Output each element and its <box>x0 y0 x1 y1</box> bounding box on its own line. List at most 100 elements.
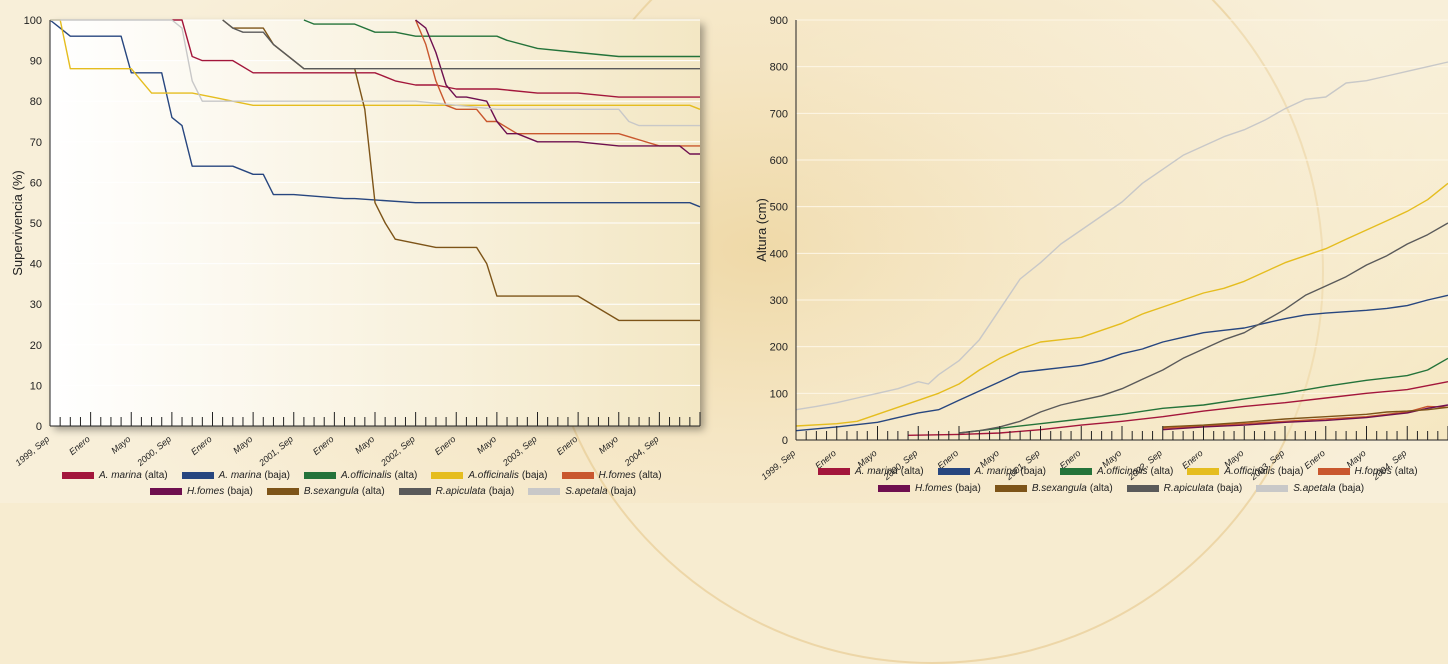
series-line-a-officinalis-alta <box>303 19 700 58</box>
y-tick-label: 50 <box>30 218 42 230</box>
legend-species-name: A.officinalis <box>1096 466 1148 477</box>
legend-swatch <box>303 472 336 479</box>
legend-species-name: R.apiculata <box>1163 483 1214 494</box>
x-tick-label: 1999, Sep <box>13 434 51 468</box>
legend-species-name: B.sexangula <box>303 486 359 497</box>
y-tick-label: 70 <box>30 137 42 149</box>
y-tick-label: 60 <box>30 177 42 189</box>
legend-qualifier: (alta) <box>361 486 385 497</box>
legend-qualifier: (baja) <box>1338 483 1365 494</box>
x-tick-label: Mayo <box>597 434 620 456</box>
y-tick-label: 80 <box>30 96 42 108</box>
y-tick-label: 700 <box>770 108 788 120</box>
legend-swatch <box>62 472 94 479</box>
legend-qualifier: (baja) <box>955 483 981 494</box>
legend-item: A.officinalis (alta) <box>303 470 418 481</box>
y-tick-label: 30 <box>30 299 42 311</box>
legend-species-name: H.fomes <box>915 483 953 494</box>
legend-swatch <box>150 488 182 495</box>
x-tick-label: Mayo <box>475 434 498 456</box>
legend-item: H.fomes (baja) <box>150 486 253 497</box>
y-tick-label: 500 <box>770 202 788 214</box>
legend-left-row1: A. marina (alta) A. marina (baja) A.officina… <box>62 470 676 481</box>
legend-qualifier: (alta) <box>1394 466 1418 477</box>
y-tick-label: 400 <box>770 248 788 260</box>
legend-swatch <box>398 488 431 495</box>
legend-item: S.apetala (baja) <box>1256 483 1364 494</box>
y-tick-label: 300 <box>770 295 788 307</box>
legend-species-name: S.apetala <box>1293 483 1336 494</box>
x-tick-label: Enero <box>311 434 336 457</box>
y-tick-label: 0 <box>782 435 788 447</box>
y-tick-label: 100 <box>24 15 42 27</box>
legend-swatch <box>937 468 970 475</box>
series-line-r-apiculata-baja <box>958 222 1448 434</box>
legend-species-name: A.officinalis <box>340 470 392 481</box>
legend-item: R.apiculata (baja) <box>398 486 514 497</box>
legend-species-name: H.fomes <box>1354 466 1392 477</box>
y-tick-label: 20 <box>30 340 42 352</box>
series-line-r-apiculata-baja <box>222 19 700 70</box>
x-tick-label: 2003, Sep <box>500 434 539 469</box>
legend-species-name: A.officinalis <box>1224 466 1275 477</box>
legend-species-name: H.fomes <box>187 486 225 497</box>
series-line-h-fomes-alta <box>1162 405 1448 429</box>
plot-area <box>796 20 1448 440</box>
legend-qualifier: (baja) <box>1277 466 1304 477</box>
y-tick-label: 200 <box>770 342 788 354</box>
x-tick-label: Mayo <box>353 434 376 456</box>
legend-species-name: H.fomes <box>598 470 636 481</box>
x-tick-label: Mayo <box>231 434 254 456</box>
legend-species-name: S.apetala <box>565 486 608 497</box>
legend-item: A.officinalis (baja) <box>1187 466 1304 477</box>
legend-species-name: B.sexangula <box>1031 483 1087 494</box>
legend-swatch <box>1187 468 1220 475</box>
legend-right-row1: A. marina (alta) A. marina (baja) A.officina… <box>818 466 1432 477</box>
y-tick-label: 600 <box>770 155 788 167</box>
legend-item: B.sexangula (alta) <box>994 483 1113 494</box>
legend-item: A.officinalis (baja) <box>431 470 548 481</box>
x-tick-label: 2000, Sep <box>135 434 174 469</box>
series-line-s-apetala-baja <box>795 61 1448 411</box>
series-line-h-fomes-alta <box>414 19 700 147</box>
legend-qualifier: (baja) <box>521 470 548 481</box>
y-tick-label: 900 <box>770 15 788 27</box>
legend-swatch <box>1256 485 1289 492</box>
legend-right-row2: H.fomes (baja) B.sexangula (alta) R.apiculat… <box>878 483 1378 494</box>
legend-item: S.apetala (baja) <box>528 486 636 497</box>
legend-qualifier: (baja) <box>610 486 637 497</box>
legend-swatch <box>1126 485 1159 492</box>
legend-item: H.fomes (alta) <box>1317 466 1418 477</box>
y-axis-label: Supervivencia (%) <box>10 170 25 276</box>
x-tick-label: Enero <box>189 434 214 457</box>
legend-swatch <box>1317 468 1350 475</box>
legend-swatch <box>266 488 299 495</box>
y-tick-label: 90 <box>30 56 42 68</box>
x-tick-label: Enero <box>67 434 92 457</box>
series-line-a-marina-alta <box>171 19 700 98</box>
legend-qualifier: (baja) <box>1020 466 1046 477</box>
legend-item: A.officinalis (alta) <box>1059 466 1173 477</box>
y-tick-label: 100 <box>770 388 788 400</box>
legend-item: A. marina (alta) <box>818 466 924 477</box>
legend-species-name: A. marina <box>855 466 898 477</box>
legend-qualifier: (alta) <box>144 470 168 481</box>
x-tick-label: 2002, Sep <box>378 434 417 469</box>
y-tick-label: 40 <box>30 259 42 271</box>
legend-qualifier: (alta) <box>900 466 924 477</box>
legend-qualifier: (baja) <box>264 470 290 481</box>
series-line-s-apetala-baja <box>50 19 700 127</box>
legend-item: B.sexangula (alta) <box>266 486 385 497</box>
series-line-a-marina-alta <box>908 381 1448 436</box>
legend-item: A. marina (baja) <box>937 466 1046 477</box>
legend-species-name: R.apiculata <box>435 486 486 497</box>
legend-species-name: A. marina <box>99 470 142 481</box>
legend-item: A. marina (alta) <box>62 470 168 481</box>
y-tick-label: 10 <box>30 380 42 392</box>
x-tick-label: Enero <box>555 434 580 457</box>
legend-qualifier: (alta) <box>394 470 418 481</box>
legend-swatch <box>878 485 910 492</box>
legend-qualifier: (baja) <box>1216 483 1243 494</box>
legend-swatch <box>561 472 594 479</box>
